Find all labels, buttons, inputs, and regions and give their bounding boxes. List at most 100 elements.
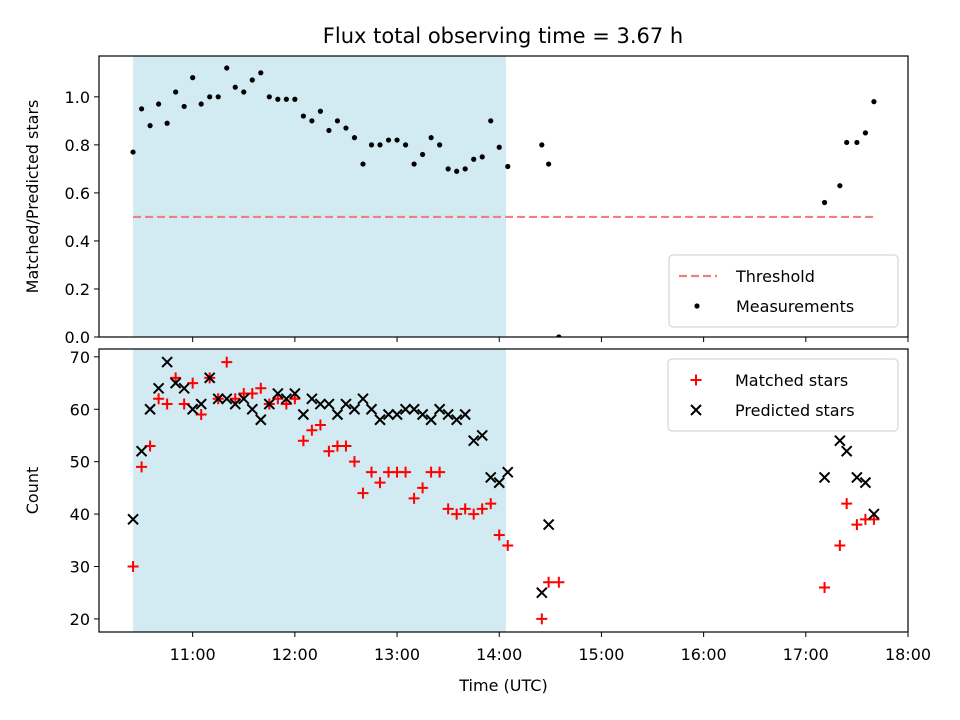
predicted-stars-point — [144, 403, 156, 415]
predicted-stars-point — [834, 435, 846, 447]
measurements-point — [326, 127, 332, 134]
matched-stars-point — [195, 409, 207, 421]
measurements-point — [837, 183, 843, 189]
measurements-point — [546, 161, 552, 167]
matched-stars-point — [340, 440, 352, 452]
matched-stars-point — [161, 398, 173, 410]
predicted-stars-point — [542, 518, 555, 531]
matched-stars-point — [255, 382, 267, 394]
measurements-legend-marker — [694, 303, 700, 309]
predicted-stars-point — [212, 393, 224, 405]
matched-stars-point — [314, 419, 326, 431]
predicted-stars-point — [493, 476, 505, 489]
matched-stars-legend-label: Matched stars — [735, 371, 848, 390]
threshold-legend-label: Threshold — [735, 267, 815, 286]
measurements-point — [505, 163, 511, 170]
top-ytick-label: 0.0 — [65, 328, 90, 347]
bottom-panel: 20 30 40 50 60 70 11:00 12:00 13:00 14:00 15:00 16:… — [23, 348, 931, 695]
measurements-point — [156, 101, 162, 107]
predicted-stars-point — [357, 393, 369, 405]
measurements-point — [462, 166, 468, 172]
measurements-point — [198, 101, 204, 107]
measurements-point — [258, 70, 264, 76]
predicted-stars-point — [331, 408, 344, 421]
predicted-stars-legend-label: Predicted stars — [735, 401, 855, 420]
measurements-point — [445, 166, 451, 172]
measurements-point — [377, 142, 383, 148]
bottom-data — [127, 356, 880, 625]
xtick-label: 11:00 — [170, 645, 216, 664]
predicted-stars-point — [425, 414, 437, 426]
measurements-point — [437, 142, 443, 148]
measurements-point — [241, 89, 247, 95]
measurements-point — [181, 103, 187, 110]
predicted-stars-point — [467, 435, 480, 447]
top-ytick-label: 0.8 — [65, 136, 90, 155]
xtick-label: 13:00 — [374, 645, 420, 664]
measurements-point — [147, 123, 153, 129]
predicted-stars-point — [382, 408, 395, 421]
measurements-point — [224, 65, 230, 71]
measurements-point — [402, 142, 409, 148]
predicted-stars-point — [203, 372, 216, 384]
measurements-point — [249, 77, 255, 83]
xtick-label: 16:00 — [681, 645, 727, 664]
matched-stars-point — [306, 424, 318, 436]
predicted-stars-point — [323, 398, 335, 410]
chart-title: Flux total observing time = 3.67 h — [323, 24, 683, 48]
xtick-label: 17:00 — [783, 645, 829, 664]
top-legend: Threshold Measurements — [668, 254, 899, 328]
predicted-stars-point — [255, 414, 267, 426]
predicted-stars-point — [868, 508, 880, 520]
matched-stars-point — [400, 466, 412, 478]
bottom-ytick-label: 70 — [70, 348, 90, 367]
measurements-point — [275, 96, 281, 102]
legend-box — [668, 254, 899, 328]
measurements-point — [309, 118, 315, 124]
matched-stars-point — [323, 445, 335, 457]
measurements-point — [343, 125, 349, 131]
predicted-stars-point — [186, 403, 199, 415]
measurements-point — [368, 142, 375, 148]
measurements-point — [138, 106, 145, 112]
predicted-stars-point — [178, 382, 190, 395]
predicted-stars-point — [818, 471, 831, 484]
predicted-stars-point — [229, 398, 241, 410]
measurements-point — [266, 94, 272, 100]
predicted-stars-point — [314, 398, 327, 410]
predicted-stars-point — [340, 398, 352, 410]
matched-stars-point — [543, 576, 555, 588]
bottom-ytick-label: 40 — [70, 505, 90, 524]
predicted-stars-point — [152, 382, 165, 395]
matched-stars-point — [408, 492, 420, 504]
top-ytick-label: 0.4 — [65, 232, 90, 251]
matched-stars-point — [476, 503, 488, 515]
matched-stars-point — [366, 466, 378, 478]
predicted-stars-point — [416, 408, 429, 421]
matched-stars-point — [136, 461, 148, 473]
matched-stars-point — [348, 456, 360, 468]
matched-stars-point — [229, 393, 241, 405]
measurements-point — [488, 118, 494, 124]
matched-stars-point — [536, 613, 548, 625]
matched-stars-point — [187, 377, 199, 389]
measurements-point — [130, 149, 136, 155]
matched-stars-point — [272, 393, 284, 405]
matched-stars-point — [442, 503, 454, 515]
top-ylabel: Matched/Predicted stars — [23, 100, 42, 294]
measurements-point — [496, 144, 502, 150]
predicted-stars-legend-marker — [690, 404, 702, 416]
measurements-point — [207, 94, 213, 100]
measurements-point — [428, 135, 434, 141]
measurements-point — [292, 96, 298, 102]
matched-stars-point — [493, 529, 505, 541]
matched-stars-point — [819, 581, 831, 593]
measurements-point — [232, 84, 238, 90]
measurements-point — [173, 89, 179, 95]
matched-stars-point — [834, 540, 846, 552]
measurements-point — [300, 113, 306, 119]
matched-stars-point — [127, 560, 139, 572]
top-ytick-label: 0.2 — [65, 280, 90, 299]
predicted-stars-point — [485, 471, 497, 484]
